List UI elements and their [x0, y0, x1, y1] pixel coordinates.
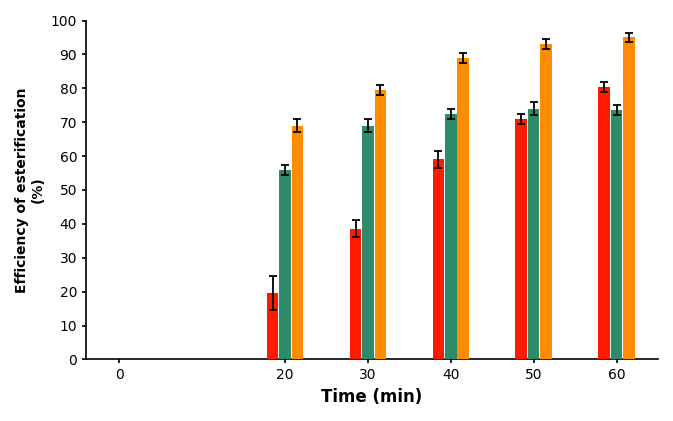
Bar: [540, 44, 552, 360]
Bar: [291, 125, 304, 360]
Bar: [350, 229, 361, 360]
Bar: [598, 87, 610, 360]
Bar: [528, 109, 540, 360]
Bar: [279, 170, 291, 360]
Y-axis label: Efficiency of esterification
(%): Efficiency of esterification (%): [15, 87, 45, 293]
Bar: [375, 90, 386, 360]
Bar: [433, 160, 444, 360]
X-axis label: Time (min): Time (min): [322, 388, 423, 406]
Bar: [623, 37, 635, 360]
Bar: [516, 119, 527, 360]
Bar: [611, 110, 623, 360]
Bar: [267, 293, 279, 360]
Bar: [362, 125, 374, 360]
Bar: [458, 58, 469, 360]
Bar: [445, 114, 456, 360]
